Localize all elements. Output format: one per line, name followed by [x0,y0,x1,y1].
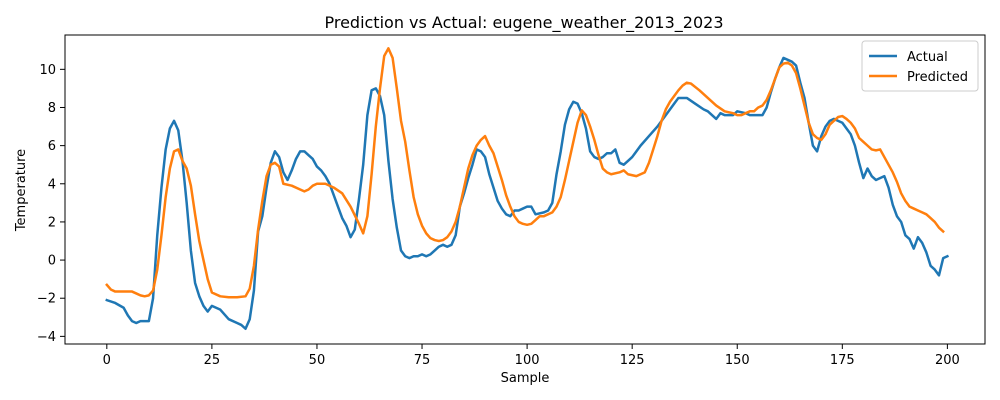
x-tick-label: 150 [725,353,750,368]
x-axis-label: Sample [501,371,550,386]
y-tick-label: 2 [48,215,56,230]
series-line-predicted [105,47,945,299]
y-tick-label: −4 [37,330,56,345]
y-axis-label: Temperature [14,149,29,232]
chart-title: Prediction vs Actual: eugene_weather_201… [324,13,723,33]
legend-label-predicted: Predicted [907,70,968,85]
y-tick-label: −2 [37,292,56,307]
legend: Actual Predicted [861,40,979,92]
legend-box [861,40,979,92]
y-tick-label: 8 [48,101,56,116]
y-axis-ticks: −4 −2 0 2 4 6 8 10 [37,63,65,345]
x-tick-label: 50 [309,353,326,368]
x-tick-label: 100 [515,353,540,368]
x-tick-label: 175 [830,353,855,368]
y-tick-label: 0 [48,254,56,269]
plot-area: 0 25 50 75 100 125 150 175 200 −4 −2 0 2 4 6 8 10 [37,34,986,368]
y-tick-label: 4 [48,177,56,192]
legend-label-actual: Actual [907,50,948,65]
x-tick-label: 200 [935,353,960,368]
y-tick-label: 10 [39,63,56,78]
plot-frame [64,34,986,345]
series-layer [105,47,950,330]
x-axis-ticks: 0 25 50 75 100 125 150 175 200 [103,344,960,368]
x-tick-label: 125 [620,353,645,368]
x-tick-label: 75 [414,353,431,368]
x-tick-label: 25 [204,353,221,368]
x-tick-label: 0 [103,353,111,368]
y-tick-label: 6 [48,139,56,154]
